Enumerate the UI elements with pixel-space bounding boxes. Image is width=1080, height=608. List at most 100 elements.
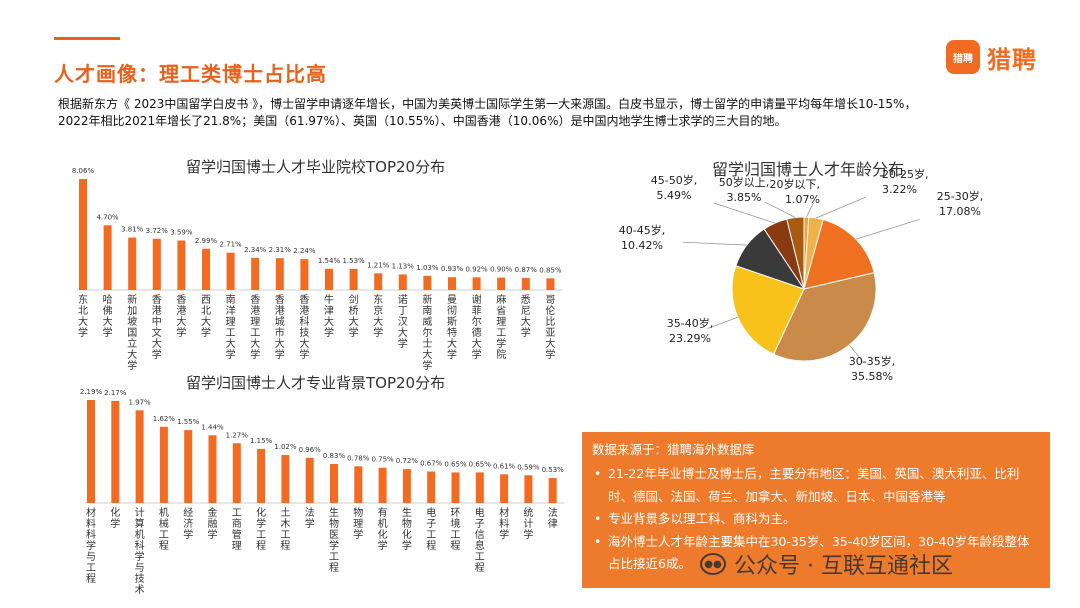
school-category-label: 亚 [545,328,555,339]
school-bar [497,277,506,290]
school-value-label: 4.70% [96,213,119,221]
school-category-label: 大 [127,348,137,361]
major-category-label: 工 [475,552,485,563]
school-bar [226,252,235,290]
major-value-label: 0.72% [396,457,419,465]
major-category-label: 学 [378,539,388,552]
school-category-label: 学 [226,348,236,361]
school-category-label: 学 [78,326,88,339]
major-bar [111,400,120,503]
school-bar [128,237,137,290]
age-chart-title: 留学归国博士人才年龄分布 [712,160,905,179]
major-category-label: 料 [499,517,509,530]
data-source-text: 数据来源于：猎聘海外数据库 [592,442,755,457]
school-category-label: 大 [373,315,383,328]
major-value-label: 1.55% [177,418,200,426]
major-category-label: 电 [475,506,485,519]
school-category-label: 港 [275,305,285,317]
school-value-label: 1.21% [367,261,390,269]
major-category-label: 统 [523,506,533,519]
school-category-label: 大 [545,337,555,350]
major-category-label: 信 [475,529,485,541]
school-bar [325,268,333,290]
major-category-label: 程 [329,562,339,574]
school-value-label: 1.03% [416,264,439,272]
school-category-label: 丁 [398,306,408,317]
school-category-label: 大 [447,337,457,350]
pie-slice-name: 20岁以下, [770,177,821,191]
school-value-label: 2.31% [269,246,292,254]
major-category-label: 学 [86,539,96,552]
school-category-label: 大 [201,315,211,328]
school-category-label: 学 [250,348,260,361]
school-category-label: 大 [349,315,359,328]
school-category-label: 香 [275,294,285,306]
school-category-label: 特 [447,327,457,339]
school-category-label: 大 [103,315,113,328]
major-category-label: 法 [305,506,315,519]
school-category-label: 汉 [398,316,408,328]
school-bar [472,277,481,290]
major-bar [330,463,338,503]
pie-leader-line [764,201,796,218]
major-bar [475,472,484,503]
school-category-label: 大 [422,348,432,361]
major-bar [402,469,411,503]
watermark: ●● 公众号 · 互联互通社区 [700,548,953,580]
pie-slice-name: 35-40岁, [667,316,713,330]
school-category-label: 大 [324,315,334,328]
school-category-label: 桥 [349,305,359,317]
major-value-label: 0.83% [323,452,346,460]
major-value-label: 1.44% [201,423,224,431]
school-category-label: 学 [545,348,555,361]
school-category-label: 港 [176,305,186,317]
school-category-label: 德 [472,326,482,339]
school-value-label: 0.93% [441,265,464,273]
major-bar [524,475,533,503]
school-category-label: 伦 [545,304,555,317]
school-category-label: 大 [472,337,482,350]
school-category-label: 科 [299,315,309,328]
pie-slice-name: 50岁以上, [719,175,770,189]
major-value-label: 0.59% [517,463,540,471]
school-category-label: 大 [398,326,408,339]
school-category-label: 大 [226,337,236,350]
major-bar [257,448,266,503]
page-title: 人才画像：理工类博士占比高 [54,62,327,86]
major-value-label: 2.17% [104,389,127,397]
school-bar [79,179,87,290]
pie-slice-name: 25-30岁, [937,189,983,203]
school-category-label: 香 [152,294,162,306]
major-category-label: 工 [232,508,242,519]
school-category-label: 工 [226,328,236,339]
major-category-label: 生 [329,506,339,519]
school-category-label: 大 [250,337,260,350]
major-category-label: 学 [110,517,120,530]
school-category-label: 北 [78,305,88,317]
major-bar [500,474,509,503]
school-category-label: 大 [521,315,531,328]
school-category-label: 大 [275,337,285,350]
major-category-label: 法 [548,506,558,519]
school-bar [546,278,555,290]
pie-slice-value: 35.58% [851,370,893,383]
major-bar [135,410,144,503]
major-bar [184,430,193,503]
school-value-label: 2.34% [244,246,267,254]
major-category-label: 程 [280,540,290,552]
major-category-label: 技 [135,572,145,585]
school-category-label: 哈 [103,293,113,306]
school-category-label: 悉 [521,294,531,306]
major-category-label: 与 [86,551,96,563]
major-category-label: 程 [426,540,436,552]
major-bar [427,471,436,503]
major-category-label: 学 [329,539,339,552]
school-category-label: 东 [373,293,383,306]
intro-line-2: 2022年相比2021年增长了21.8%；美国（61.97%）、英国（10.55… [58,114,787,128]
pie-leader-line [806,202,814,218]
pie-slice-name: 20-25岁, [882,167,928,181]
major-value-label: 0.78% [347,454,370,462]
major-bar [159,426,168,503]
school-category-label: 香 [176,294,186,306]
major-category-label: 科 [135,539,145,552]
